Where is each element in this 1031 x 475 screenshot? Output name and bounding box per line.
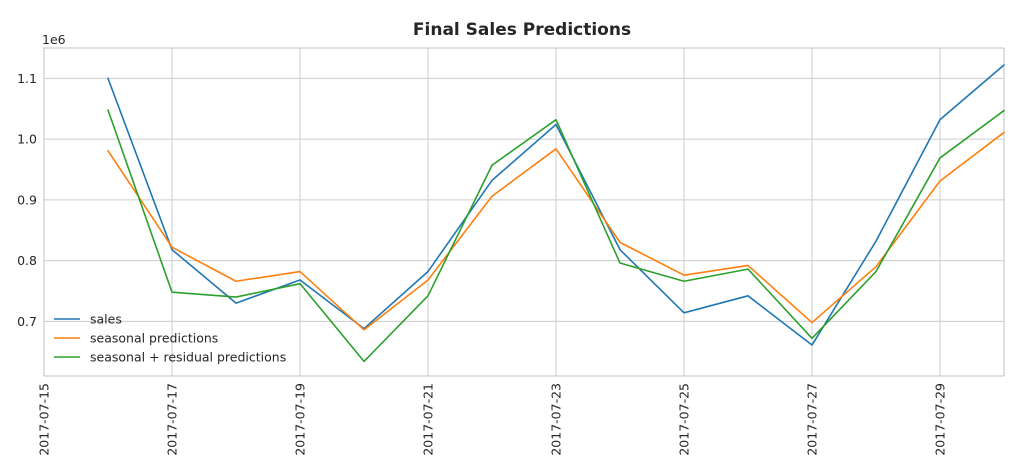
x-tick-label: 2017-07-15: [37, 383, 52, 456]
x-tick-label: 2017-07-25: [677, 383, 692, 456]
series-line-0: [107, 64, 1005, 346]
x-tick-label: 2017-07-17: [165, 383, 180, 456]
data-series: [107, 64, 1005, 363]
x-tick-label: 2017-07-29: [933, 383, 948, 456]
y-tick-label: 0.7: [17, 314, 37, 329]
y-tick-label: 0.8: [17, 253, 37, 268]
series-line-2: [107, 109, 1005, 363]
x-tick-label: 2017-07-23: [549, 383, 564, 456]
series-line-1: [107, 131, 1005, 331]
legend: sales seasonal predictions seasonal + resi…: [54, 312, 286, 365]
plot-border: [43, 47, 1005, 377]
chart-title: Final Sales Predictions: [413, 20, 631, 40]
y-axis-ticks: 0.7 0.8 0.9 1.0 1.1: [17, 71, 37, 329]
x-tick-label: 2017-07-21: [421, 383, 436, 456]
x-tick-label: 2017-07-27: [805, 383, 820, 456]
legend-label: seasonal + residual predictions: [90, 350, 286, 365]
legend-label: sales: [90, 312, 122, 327]
grid-lines: [43, 48, 1004, 376]
y-axis-offset-label: 1e6: [42, 32, 66, 47]
y-tick-label: 1.1: [17, 71, 37, 86]
x-axis-ticks: 2017-07-15 2017-07-17 2017-07-19 2017-07-21…: [37, 383, 948, 456]
y-tick-label: 0.9: [17, 192, 37, 207]
plot-frame: [43, 47, 1005, 377]
x-tick-label: 2017-07-19: [293, 383, 308, 456]
legend-label: seasonal predictions: [90, 331, 218, 346]
y-tick-label: 1.0: [17, 132, 37, 147]
